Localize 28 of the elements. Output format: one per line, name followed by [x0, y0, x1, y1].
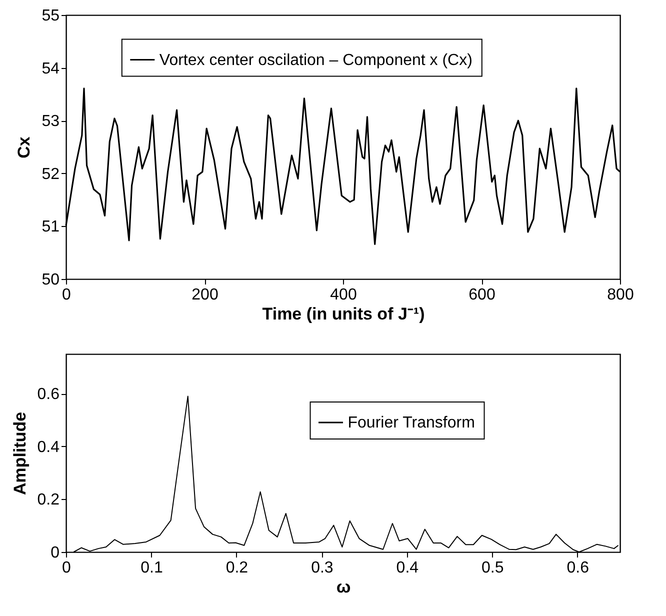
y-tick-label: 50 [42, 272, 60, 288]
x-tick-label: 600 [468, 286, 496, 304]
y-tick-label: 53 [42, 113, 60, 130]
x-tick-label: 0.5 [482, 560, 504, 576]
x-tick-label: 200 [192, 286, 218, 304]
x-tick-label: 0.1 [140, 560, 163, 576]
x-axis-title: ω [336, 578, 351, 596]
legend-label: Vortex center oscilation – Component x (Cx) [159, 52, 472, 69]
legend-label: Fourier Transform [348, 414, 475, 432]
x-tick-label: 0 [62, 560, 72, 576]
x-axis-title: Time (in units of J⁻¹) [262, 304, 425, 324]
y-tick-label: 55 [42, 8, 60, 24]
y-tick-label: 0.4 [37, 438, 60, 456]
x-tick-label: 400 [330, 286, 357, 304]
y-tick-label: 51 [42, 218, 60, 236]
x-tick-label: 0.2 [226, 560, 248, 576]
y-tick-label: 0.6 [37, 386, 60, 404]
x-tick-label: 800 [607, 286, 634, 304]
y-axis-title: Cx [14, 136, 34, 158]
x-tick-label: 0 [62, 286, 72, 304]
y-tick-label: 54 [42, 60, 60, 78]
x-tick-label: 0.3 [311, 560, 334, 576]
y-tick-label: 0 [50, 544, 60, 562]
y-tick-label: 0.2 [37, 492, 60, 509]
x-tick-label: 0.6 [566, 560, 590, 576]
y-axis-title: Amplitude [10, 412, 30, 496]
y-tick-label: 52 [42, 166, 60, 183]
x-tick-label: 0.4 [396, 560, 419, 576]
